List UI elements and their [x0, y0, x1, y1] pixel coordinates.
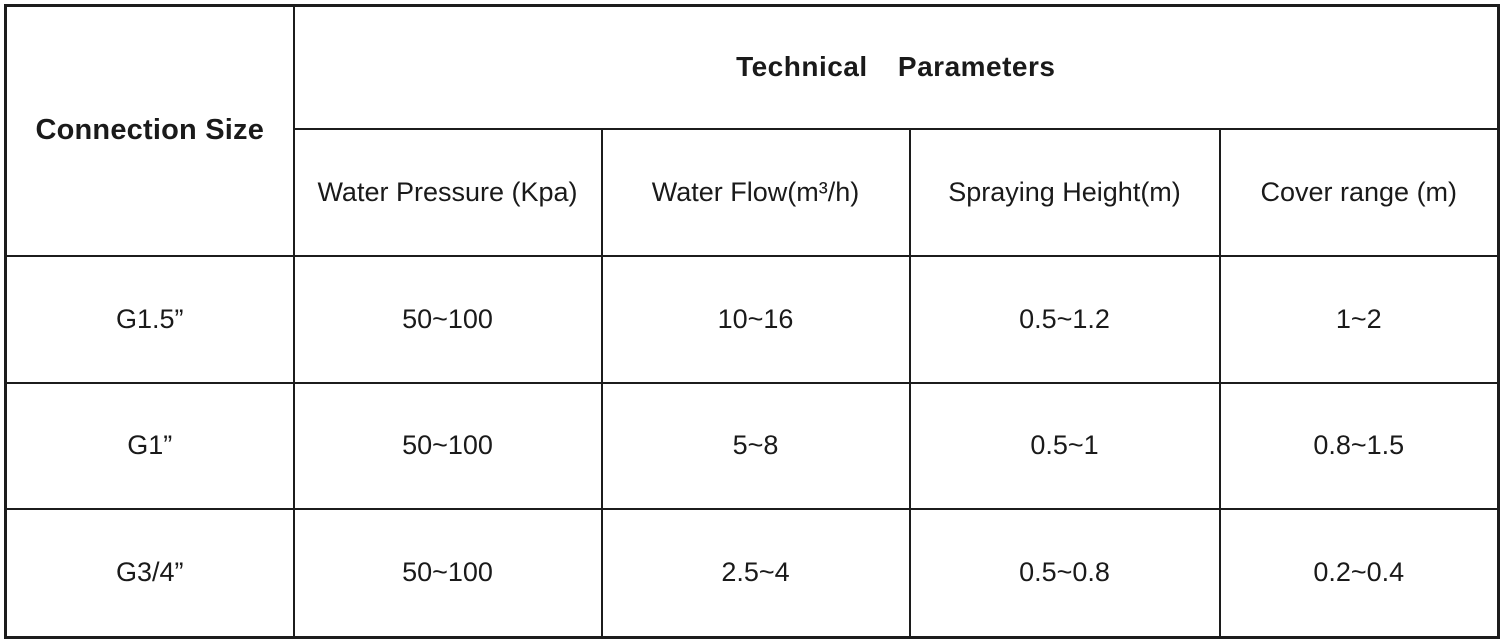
- column-header-cover-range: Cover range (m): [1218, 127, 1500, 257]
- cell-g1-water-pressure: 50~100: [292, 381, 603, 510]
- header-technical-parameters: Technical Parameters: [292, 4, 1500, 130]
- cell-g3-4-water-pressure: 50~100: [292, 507, 603, 639]
- column-header-water-flow: Water Flow(m³/h): [600, 127, 911, 257]
- cell-g1-5-water-flow: 10~16: [600, 254, 911, 384]
- cell-g1-5-water-pressure: 50~100: [292, 254, 603, 384]
- cell-g3-4-spraying-height: 0.5~0.8: [908, 507, 1221, 639]
- row-label-g1: G1”: [4, 381, 295, 510]
- column-header-spraying-height: Spraying Height(m): [908, 127, 1221, 257]
- table-row: G1.5” 50~100 10~16 0.5~1.2 1~2: [4, 254, 1500, 384]
- cell-g1-5-cover-range: 1~2: [1218, 254, 1500, 384]
- row-label-g1-5: G1.5”: [4, 254, 295, 384]
- column-header-water-pressure: Water Pressure (Kpa): [292, 127, 603, 257]
- technical-parameters-table: Connection Size Technical Parameters Wat…: [4, 4, 1500, 639]
- cell-g3-4-cover-range: 0.2~0.4: [1218, 507, 1500, 639]
- header-connection-size: Connection Size: [4, 4, 295, 257]
- table-row: G3/4” 50~100 2.5~4 0.5~0.8 0.2~0.4: [4, 507, 1500, 639]
- cell-g1-cover-range: 0.8~1.5: [1218, 381, 1500, 510]
- cell-g1-5-spraying-height: 0.5~1.2: [908, 254, 1221, 384]
- table-row: G1” 50~100 5~8 0.5~1 0.8~1.5: [4, 381, 1500, 510]
- row-label-g3-4: G3/4”: [4, 507, 295, 639]
- cell-g1-spraying-height: 0.5~1: [908, 381, 1221, 510]
- cell-g3-4-water-flow: 2.5~4: [600, 507, 911, 639]
- cell-g1-water-flow: 5~8: [600, 381, 911, 510]
